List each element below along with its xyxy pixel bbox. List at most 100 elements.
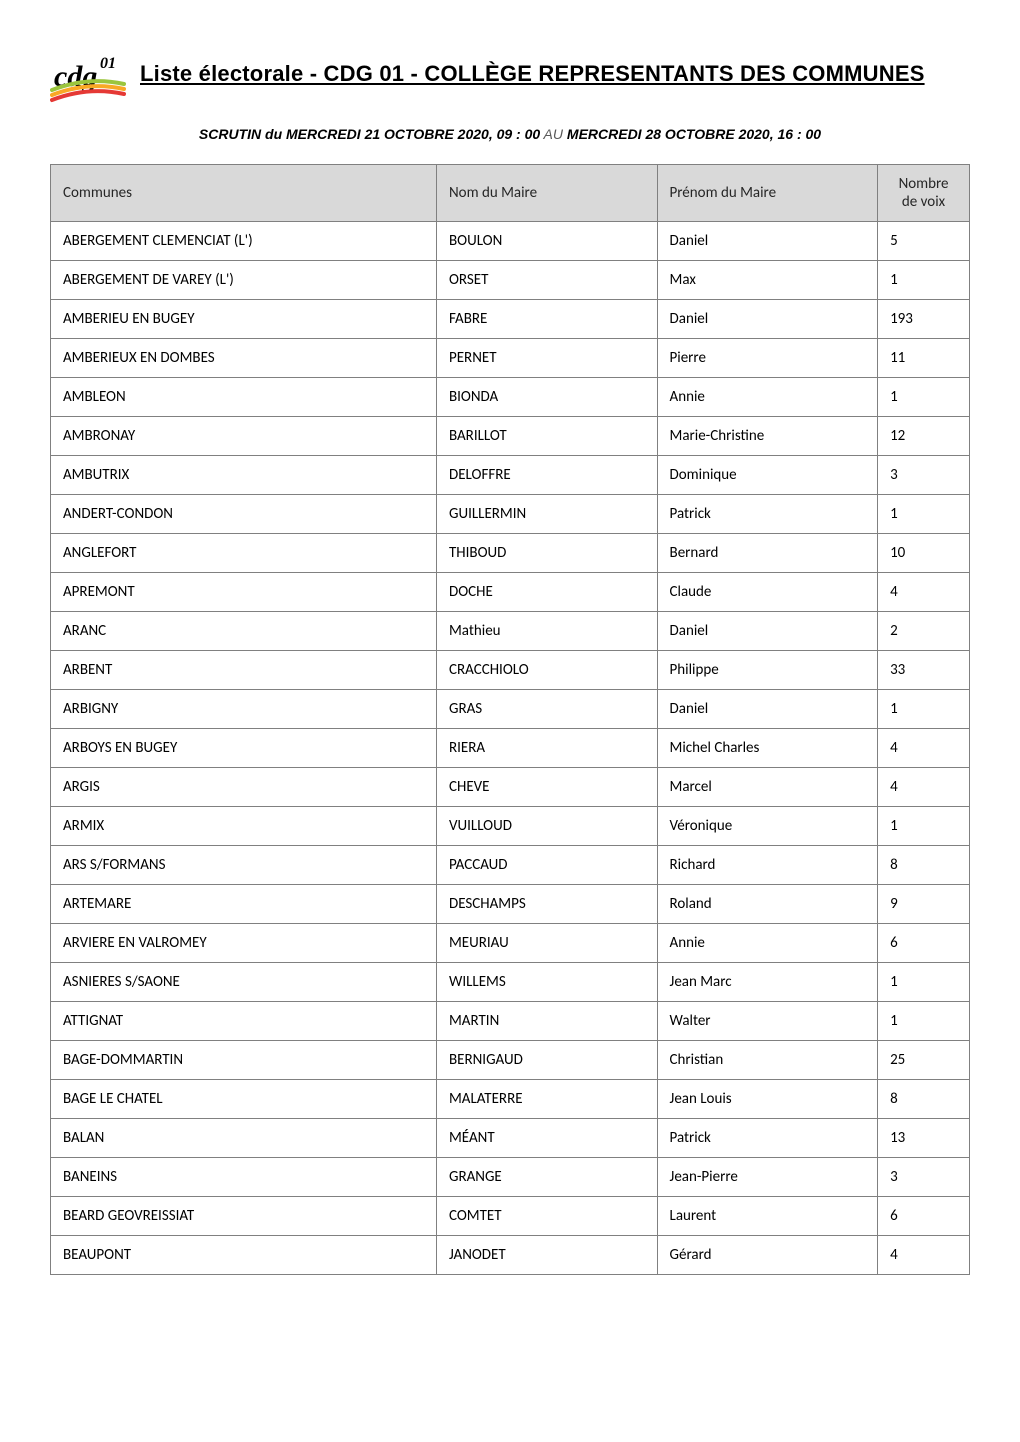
cell-prenom: Gérard bbox=[657, 1236, 878, 1275]
subtitle-mid: AU bbox=[540, 126, 567, 142]
cell-prenom: Christian bbox=[657, 1041, 878, 1080]
cdg01-logo: cdg 01 bbox=[50, 40, 128, 108]
cell-commune: AMBUTRIX bbox=[51, 456, 437, 495]
cell-commune: AMBERIEU EN BUGEY bbox=[51, 300, 437, 339]
subtitle-lead: SCRUTIN du bbox=[199, 126, 286, 142]
table-row: ARGISCHEVEMarcel4 bbox=[51, 768, 970, 807]
table-row: AMBUTRIXDELOFFREDominique3 bbox=[51, 456, 970, 495]
cell-prenom: Bernard bbox=[657, 534, 878, 573]
col-header-commune: Communes bbox=[51, 165, 437, 222]
table-row: ARS S/FORMANSPACCAUDRichard8 bbox=[51, 846, 970, 885]
cell-voix: 1 bbox=[878, 690, 970, 729]
cell-commune: ARMIX bbox=[51, 807, 437, 846]
cell-nom: CHEVE bbox=[436, 768, 657, 807]
subtitle-part1: MERCREDI 21 OCTOBRE 2020, 09 : 00 bbox=[286, 126, 540, 142]
cell-voix: 1 bbox=[878, 378, 970, 417]
cell-nom: BARILLOT bbox=[436, 417, 657, 456]
cell-commune: BEAUPONT bbox=[51, 1236, 437, 1275]
table-row: BAGE-DOMMARTINBERNIGAUDChristian25 bbox=[51, 1041, 970, 1080]
cell-prenom: Richard bbox=[657, 846, 878, 885]
table-row: ARVIERE EN VALROMEYMEURIAUAnnie6 bbox=[51, 924, 970, 963]
table-row: BAGE LE CHATELMALATERREJean Louis8 bbox=[51, 1080, 970, 1119]
cell-voix: 4 bbox=[878, 768, 970, 807]
table-row: BEARD GEOVREISSIATCOMTETLaurent6 bbox=[51, 1197, 970, 1236]
cell-voix: 1 bbox=[878, 963, 970, 1002]
cell-nom: PACCAUD bbox=[436, 846, 657, 885]
cell-prenom: Patrick bbox=[657, 1119, 878, 1158]
cell-voix: 1 bbox=[878, 807, 970, 846]
table-row: BALANMÉANTPatrick13 bbox=[51, 1119, 970, 1158]
cell-commune: ANDERT-CONDON bbox=[51, 495, 437, 534]
cell-commune: AMBRONAY bbox=[51, 417, 437, 456]
cell-commune: AMBLEON bbox=[51, 378, 437, 417]
table-row: ASNIERES S/SAONEWILLEMSJean Marc1 bbox=[51, 963, 970, 1002]
table-row: APREMONTDOCHEClaude4 bbox=[51, 573, 970, 612]
document-header: cdg 01 Liste électorale - CDG 01 - COLLÈ… bbox=[50, 40, 970, 108]
cell-commune: ATTIGNAT bbox=[51, 1002, 437, 1041]
table-row: ARMIXVUILLOUDVéronique1 bbox=[51, 807, 970, 846]
cell-voix: 8 bbox=[878, 1080, 970, 1119]
cell-commune: ARBOYS EN BUGEY bbox=[51, 729, 437, 768]
table-row: ARBIGNYGRASDaniel1 bbox=[51, 690, 970, 729]
cell-voix: 11 bbox=[878, 339, 970, 378]
cell-voix: 33 bbox=[878, 651, 970, 690]
cell-prenom: Philippe bbox=[657, 651, 878, 690]
col-header-nom: Nom du Maire bbox=[436, 165, 657, 222]
cell-voix: 12 bbox=[878, 417, 970, 456]
cell-nom: RIERA bbox=[436, 729, 657, 768]
cell-nom: DELOFFRE bbox=[436, 456, 657, 495]
cell-prenom: Dominique bbox=[657, 456, 878, 495]
table-header-row: Communes Nom du Maire Prénom du Maire No… bbox=[51, 165, 970, 222]
table-row: AMBRONAYBARILLOTMarie-Christine12 bbox=[51, 417, 970, 456]
table-row: ARANCMathieuDaniel2 bbox=[51, 612, 970, 651]
cell-voix: 9 bbox=[878, 885, 970, 924]
table-row: ARBOYS EN BUGEYRIERAMichel Charles4 bbox=[51, 729, 970, 768]
cell-commune: BAGE LE CHATEL bbox=[51, 1080, 437, 1119]
cell-prenom: Annie bbox=[657, 924, 878, 963]
cell-prenom: Daniel bbox=[657, 612, 878, 651]
cell-commune: ARBIGNY bbox=[51, 690, 437, 729]
cell-nom: THIBOUD bbox=[436, 534, 657, 573]
cell-nom: GUILLERMIN bbox=[436, 495, 657, 534]
cell-voix: 10 bbox=[878, 534, 970, 573]
cell-prenom: Jean Louis bbox=[657, 1080, 878, 1119]
cell-voix: 1 bbox=[878, 495, 970, 534]
col-header-prenom: Prénom du Maire bbox=[657, 165, 878, 222]
cell-prenom: Max bbox=[657, 261, 878, 300]
cell-prenom: Michel Charles bbox=[657, 729, 878, 768]
cell-commune: ARVIERE EN VALROMEY bbox=[51, 924, 437, 963]
cell-voix: 3 bbox=[878, 456, 970, 495]
table-row: ATTIGNATMARTINWalter1 bbox=[51, 1002, 970, 1041]
cell-voix: 2 bbox=[878, 612, 970, 651]
table-row: AMBLEONBIONDAAnnie1 bbox=[51, 378, 970, 417]
cell-commune: ABERGEMENT DE VAREY (L') bbox=[51, 261, 437, 300]
cell-nom: MALATERRE bbox=[436, 1080, 657, 1119]
cell-voix: 5 bbox=[878, 222, 970, 261]
cell-nom: BERNIGAUD bbox=[436, 1041, 657, 1080]
table-row: AMBERIEUX EN DOMBESPERNETPierre11 bbox=[51, 339, 970, 378]
cell-nom: VUILLOUD bbox=[436, 807, 657, 846]
cell-nom: WILLEMS bbox=[436, 963, 657, 1002]
scrutin-subtitle: SCRUTIN du MERCREDI 21 OCTOBRE 2020, 09 … bbox=[50, 126, 970, 142]
cell-commune: ASNIERES S/SAONE bbox=[51, 963, 437, 1002]
table-body: ABERGEMENT CLEMENCIAT (L')BOULONDaniel5A… bbox=[51, 222, 970, 1275]
cell-nom: JANODET bbox=[436, 1236, 657, 1275]
cell-commune: BANEINS bbox=[51, 1158, 437, 1197]
cell-nom: GRANGE bbox=[436, 1158, 657, 1197]
cell-prenom: Claude bbox=[657, 573, 878, 612]
table-row: ABERGEMENT DE VAREY (L')ORSETMax1 bbox=[51, 261, 970, 300]
cell-prenom: Annie bbox=[657, 378, 878, 417]
cell-nom: PERNET bbox=[436, 339, 657, 378]
table-row: ARBENTCRACCHIOLOPhilippe33 bbox=[51, 651, 970, 690]
cell-voix: 1 bbox=[878, 261, 970, 300]
cell-prenom: Walter bbox=[657, 1002, 878, 1041]
cell-voix: 4 bbox=[878, 729, 970, 768]
cell-nom: DOCHE bbox=[436, 573, 657, 612]
cell-commune: ARGIS bbox=[51, 768, 437, 807]
cell-nom: BOULON bbox=[436, 222, 657, 261]
cell-nom: FABRE bbox=[436, 300, 657, 339]
cell-prenom: Laurent bbox=[657, 1197, 878, 1236]
cell-commune: APREMONT bbox=[51, 573, 437, 612]
cell-voix: 4 bbox=[878, 1236, 970, 1275]
cell-nom: BIONDA bbox=[436, 378, 657, 417]
